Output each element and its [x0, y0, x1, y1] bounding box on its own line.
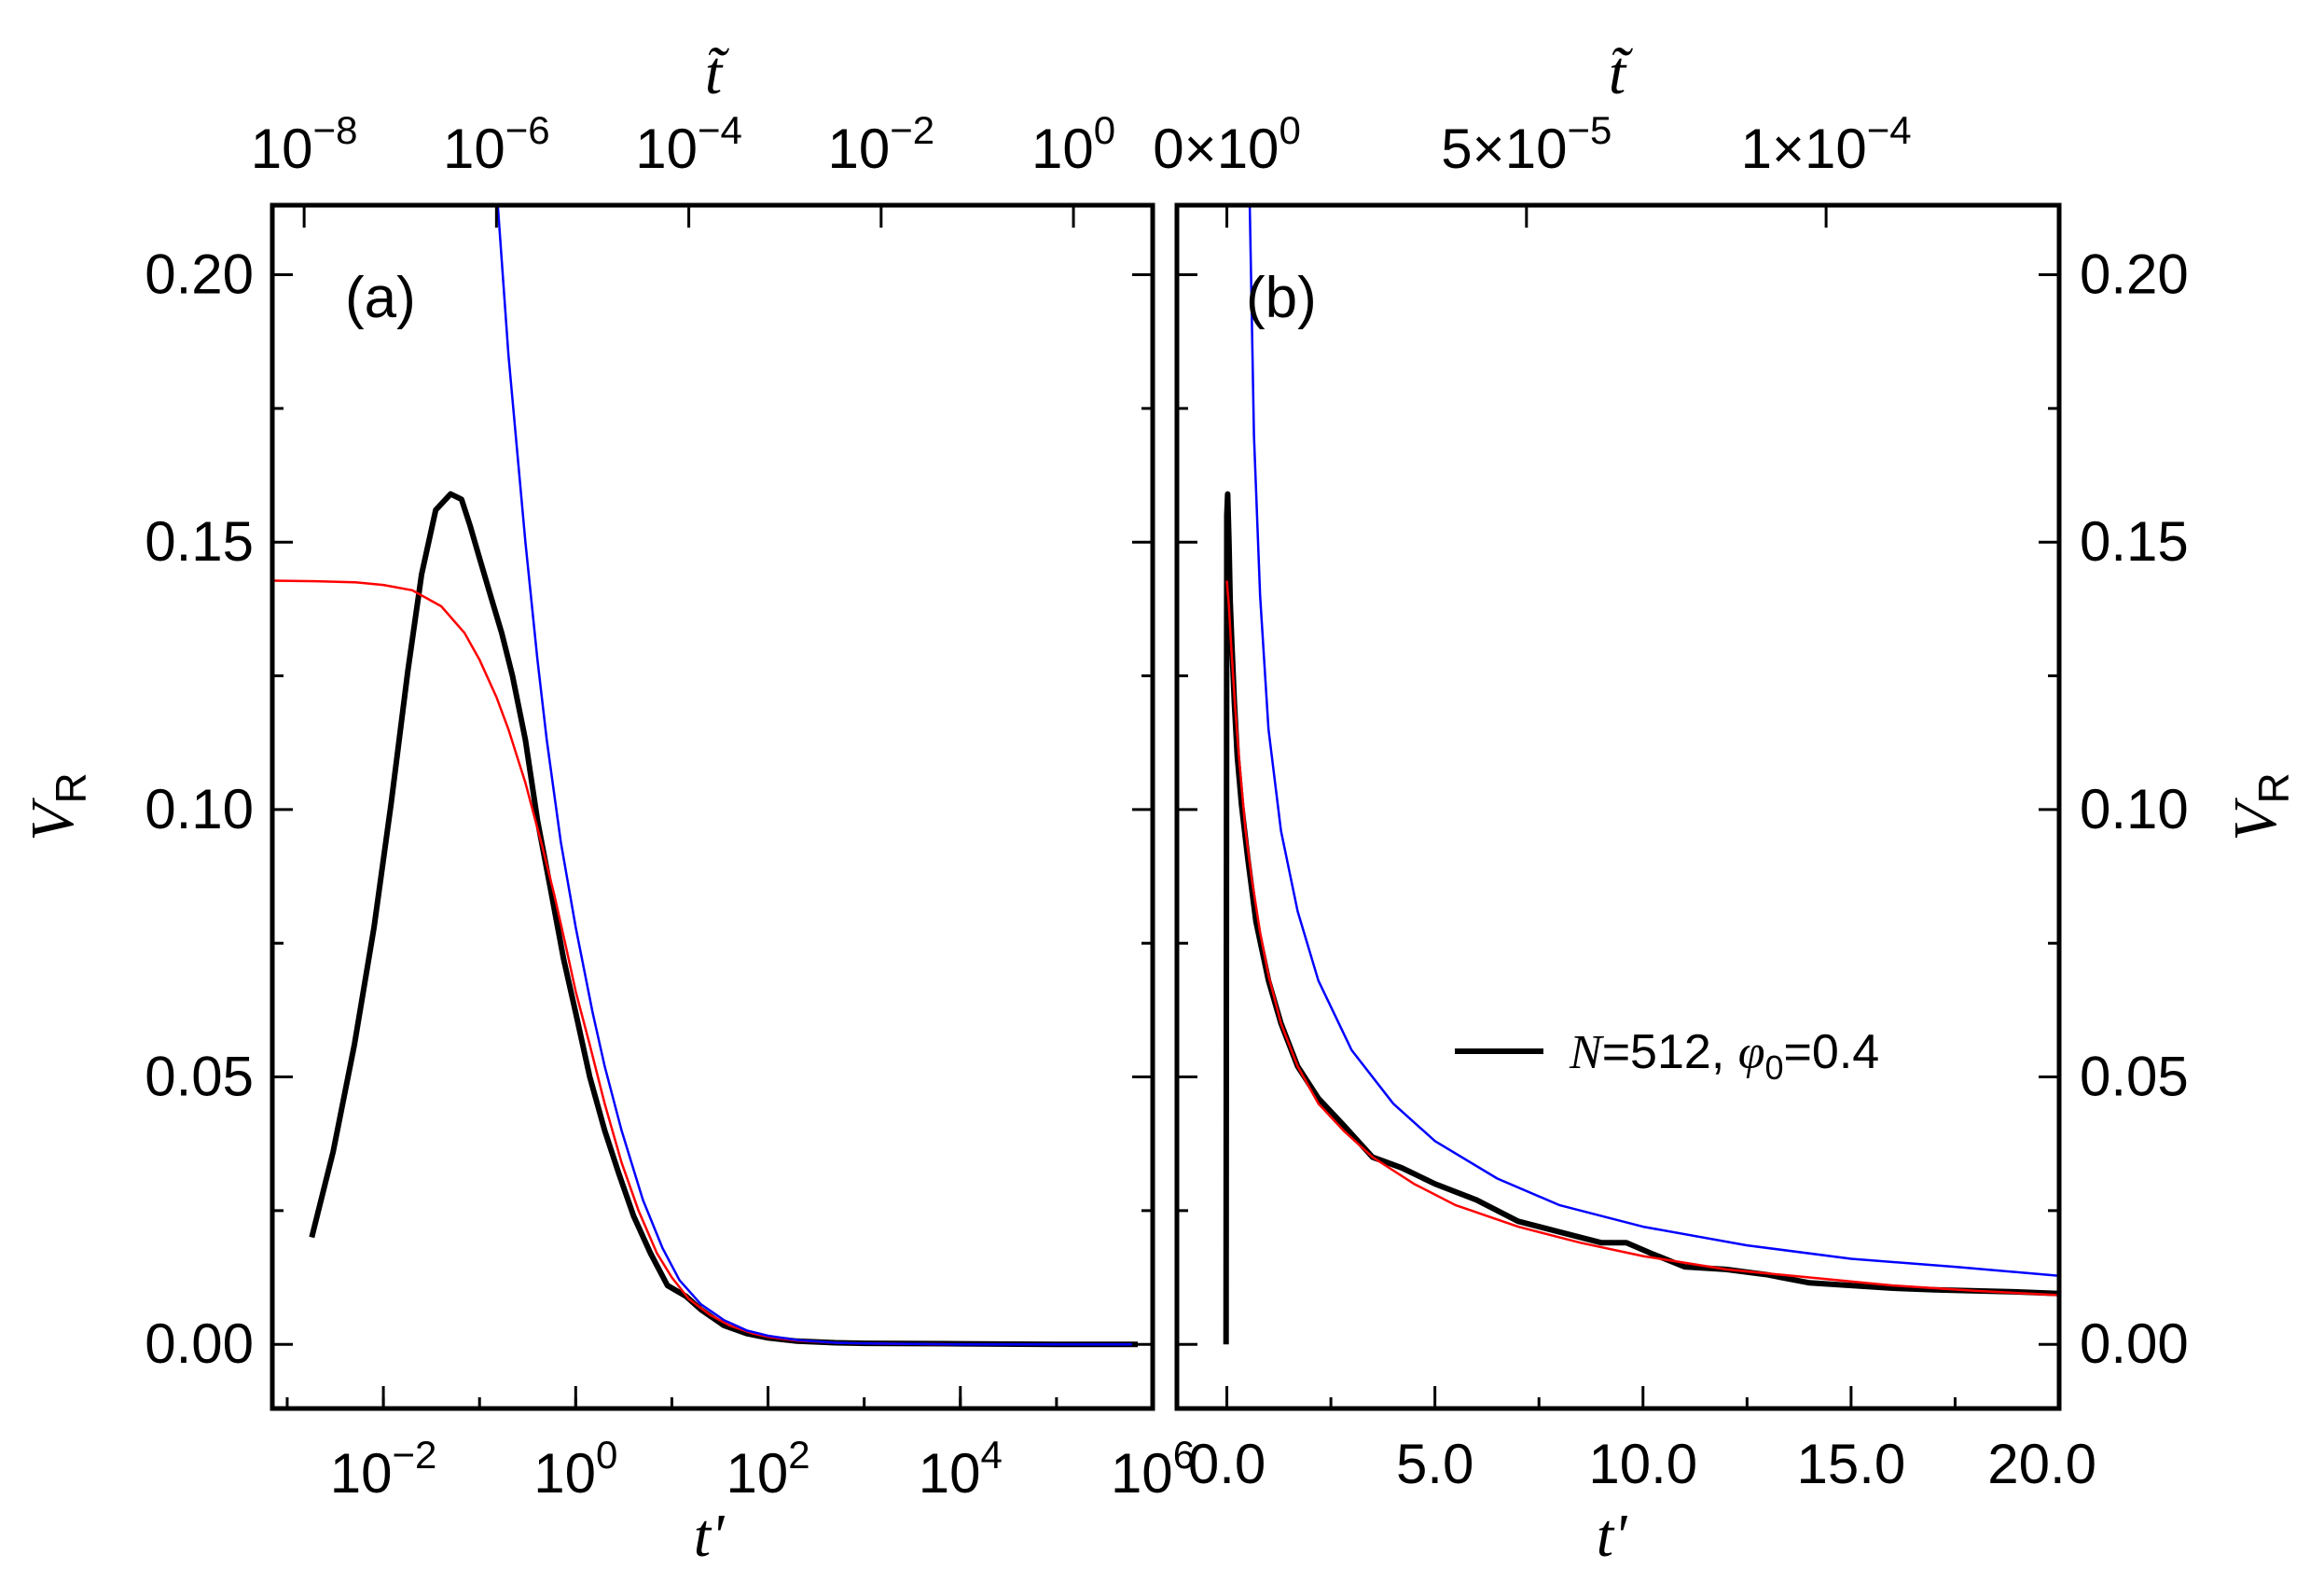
panel-a-x-top-tick-label: 10−8	[251, 108, 358, 180]
panel-b-x-tick-label: 20.0	[1987, 1433, 2096, 1495]
panel-b-x-top-tick-label: 1×10−4	[1741, 108, 1912, 180]
panel-b-y-tick-label: 0.10	[2080, 778, 2189, 840]
panel-a-y-tick-label: 0.15	[145, 510, 254, 573]
panel-b-y-tick-label: 0.15	[2080, 510, 2189, 573]
panel-b-label: (b)	[1246, 266, 1317, 330]
panel-a-y-axis-label: VR	[19, 772, 95, 841]
panel-a-x-top-tick-label: 10−4	[635, 108, 742, 180]
panel-a-series-0	[309, 491, 1138, 1348]
panel-b-x-tick-label: 10.0	[1588, 1433, 1697, 1495]
panel-a-y-tick-label: 0.05	[145, 1046, 254, 1108]
panel-a-y-axis-var: V	[19, 798, 87, 841]
panel-b-series-1	[1225, 580, 2059, 1297]
panel-a-x-axis-label: t'	[694, 1502, 726, 1570]
legend-label: N=512, φ0=0.4	[1569, 1025, 1879, 1087]
panel-a-x-top-axis-label: t̃	[705, 39, 730, 107]
panel-b-x-top-tick-label: 0×100	[1153, 108, 1301, 180]
panel-b-frame	[1174, 202, 2062, 1411]
panel-a-x-tick-label: 100	[533, 1433, 617, 1505]
panel-b-x-top-tick-label: 5×10−5	[1441, 108, 1612, 180]
panel-a-x-tick-label: 102	[726, 1433, 809, 1505]
panel-a-y-tick-label: 0.00	[145, 1312, 254, 1375]
panel-b-series-0	[1223, 491, 2059, 1345]
panel-b-x-axis-label: t'	[1597, 1502, 1628, 1570]
panel-b-y-axis-sub: R	[2249, 772, 2298, 803]
panel-b-series-2	[1248, 205, 2059, 1278]
panel-b-y-tick-label: 0.05	[2080, 1046, 2189, 1108]
panel-b-x-top-axis-label: t̃	[1609, 39, 1634, 107]
panel-b-y-axis-label: VR	[2221, 772, 2298, 841]
panel-a-x-tick-label: 106	[1111, 1433, 1195, 1505]
panel-a-label: (a)	[345, 266, 416, 330]
panel-a-x-top-tick-label: 10−6	[443, 108, 550, 180]
panel-a-x-top-tick-label: 10−2	[827, 108, 934, 180]
panel-a: 0.00 0.05 0.10 0.15 0.20 10−2 100 102 104 106 10−8…	[19, 39, 1195, 1570]
legend: N=512, φ0=0.4	[1455, 1025, 1879, 1087]
panel-b-y-tick-label: 0.20	[2080, 243, 2189, 306]
panel-b-y-axis-var: V	[2221, 798, 2289, 841]
panel-b: 0.00 0.05 0.10 0.15 0.20 0.0 5.0 10.0 15.0 20.0 0×…	[1153, 39, 2298, 1570]
panel-a-y-tick-label: 0.20	[145, 243, 254, 306]
panel-a-series-2	[496, 205, 1138, 1346]
panel-a-y-tick-label: 0.10	[145, 778, 254, 840]
panel-a-x-tick-label: 10−2	[330, 1433, 437, 1505]
panel-a-y-axis-sub: R	[47, 772, 95, 803]
panel-a-frame	[270, 202, 1155, 1411]
panel-a-x-tick-label: 104	[919, 1433, 1003, 1505]
panel-b-x-tick-label: 15.0	[1796, 1433, 1905, 1495]
panel-b-x-tick-label: 5.0	[1396, 1433, 1473, 1495]
panel-b-x-tick-label: 0.0	[1188, 1433, 1266, 1495]
panel-b-y-tick-label: 0.00	[2080, 1312, 2189, 1375]
panel-a-x-top-tick-label: 100	[1031, 108, 1115, 180]
